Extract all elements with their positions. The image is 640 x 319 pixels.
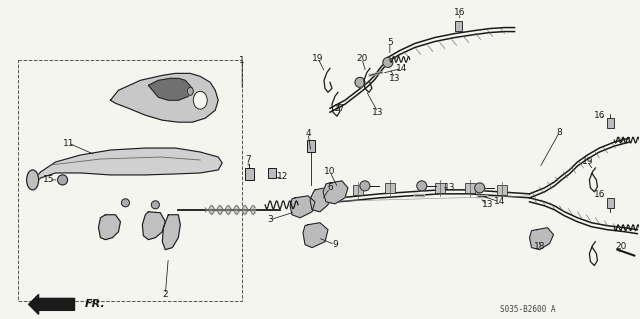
Polygon shape — [163, 215, 180, 249]
Circle shape — [417, 181, 427, 191]
Bar — [307, 140, 315, 152]
Bar — [435, 183, 445, 193]
Text: FR.: FR. — [84, 299, 105, 309]
Bar — [454, 21, 461, 31]
Polygon shape — [310, 188, 330, 212]
Text: 16: 16 — [454, 8, 465, 17]
Text: 14: 14 — [396, 64, 408, 73]
Circle shape — [122, 199, 129, 207]
Text: 14: 14 — [494, 197, 506, 206]
Text: 3: 3 — [268, 215, 273, 224]
Polygon shape — [303, 223, 328, 248]
Text: 16: 16 — [594, 190, 605, 199]
Text: S035-B2600 A: S035-B2600 A — [500, 305, 555, 314]
Ellipse shape — [27, 170, 38, 190]
Text: 17: 17 — [334, 104, 346, 113]
Text: 8: 8 — [557, 128, 563, 137]
Bar — [607, 198, 614, 208]
Bar — [353, 185, 363, 195]
Text: 13: 13 — [482, 200, 493, 209]
Polygon shape — [529, 228, 554, 249]
Text: 13: 13 — [372, 108, 383, 117]
Text: 12: 12 — [277, 173, 289, 182]
Ellipse shape — [193, 91, 207, 109]
Circle shape — [475, 183, 484, 193]
Bar — [497, 185, 507, 195]
Polygon shape — [29, 294, 74, 314]
Text: 11: 11 — [63, 138, 74, 148]
Polygon shape — [148, 78, 192, 100]
Text: 5: 5 — [387, 38, 393, 47]
Circle shape — [360, 181, 370, 191]
Text: 9: 9 — [332, 240, 338, 249]
Bar — [385, 183, 395, 193]
Text: 13: 13 — [444, 183, 456, 192]
Text: 6: 6 — [327, 183, 333, 192]
Bar — [268, 168, 276, 178]
Text: 10: 10 — [324, 167, 336, 176]
Bar — [245, 168, 254, 180]
Bar — [607, 118, 614, 128]
Text: 20: 20 — [356, 54, 367, 63]
Text: 15: 15 — [43, 175, 54, 184]
Polygon shape — [111, 73, 218, 122]
Polygon shape — [99, 215, 120, 240]
Polygon shape — [323, 181, 348, 204]
Text: 16: 16 — [594, 111, 605, 120]
Text: 7: 7 — [245, 155, 251, 165]
Polygon shape — [142, 212, 165, 240]
Text: 19: 19 — [312, 54, 324, 63]
Text: 2: 2 — [163, 290, 168, 299]
Circle shape — [355, 78, 365, 87]
Text: 1: 1 — [239, 56, 245, 65]
Circle shape — [152, 201, 159, 209]
Circle shape — [58, 175, 68, 185]
Text: 20: 20 — [616, 242, 627, 251]
Circle shape — [383, 57, 393, 67]
Polygon shape — [31, 148, 222, 185]
Text: 19: 19 — [582, 158, 593, 167]
Polygon shape — [290, 196, 315, 218]
Bar — [18, 60, 242, 301]
Text: 18: 18 — [534, 242, 545, 251]
Text: 4: 4 — [305, 129, 311, 137]
Text: 13: 13 — [389, 74, 401, 83]
Ellipse shape — [188, 87, 193, 95]
Bar — [465, 183, 475, 193]
